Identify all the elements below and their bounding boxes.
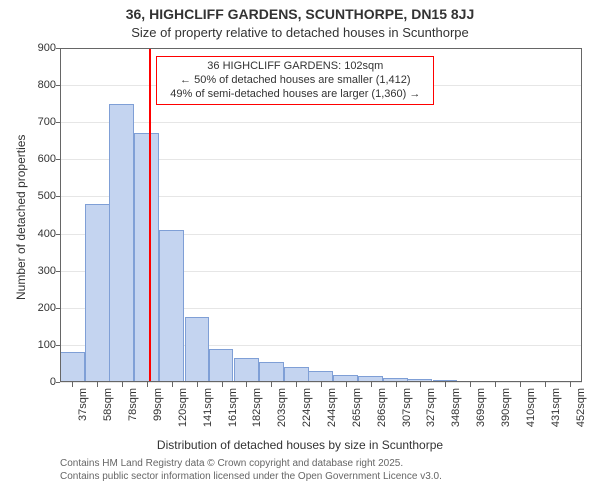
histogram-bar: [259, 362, 284, 382]
x-tick-mark: [346, 382, 347, 387]
x-tick-mark: [246, 382, 247, 387]
chart-container: { "title": { "line1": "36, HIGHCLIFF GAR…: [0, 0, 600, 500]
x-tick-label: 307sqm: [401, 388, 413, 438]
x-tick-label: 99sqm: [152, 388, 164, 438]
y-tick-label: 800: [38, 79, 56, 91]
x-tick-mark: [97, 382, 98, 387]
histogram-bar: [209, 349, 234, 382]
x-tick-mark: [445, 382, 446, 387]
x-tick-mark: [420, 382, 421, 387]
x-tick-mark: [172, 382, 173, 387]
y-tick-label: 600: [38, 153, 56, 165]
histogram-bar: [234, 358, 259, 382]
y-tick-label: 900: [38, 42, 56, 54]
histogram-bar: [134, 133, 159, 382]
histogram-bar: [185, 317, 210, 382]
x-tick-label: 224sqm: [301, 388, 313, 438]
x-tick-label: 244sqm: [326, 388, 338, 438]
histogram-bar: [284, 367, 309, 382]
x-tick-mark: [197, 382, 198, 387]
x-tick-label: 265sqm: [351, 388, 363, 438]
annotation-line: 49% of semi-detached houses are larger (…: [159, 88, 431, 102]
y-tick-labels: 0100200300400500600700800900: [0, 48, 60, 382]
attribution: Contains HM Land Registry data © Crown c…: [60, 458, 442, 483]
y-tick-label: 400: [38, 228, 56, 240]
x-tick-label: 390sqm: [500, 388, 512, 438]
x-tick-mark: [470, 382, 471, 387]
y-tick-label: 200: [38, 302, 56, 314]
x-tick-mark: [72, 382, 73, 387]
x-tick-mark: [271, 382, 272, 387]
chart-subtitle: Size of property relative to detached ho…: [0, 25, 600, 40]
x-tick-label: 327sqm: [425, 388, 437, 438]
x-tick-label: 78sqm: [127, 388, 139, 438]
histogram-bar: [159, 230, 184, 382]
x-tick-mark: [371, 382, 372, 387]
x-tick-label: 161sqm: [227, 388, 239, 438]
y-tick-label: 100: [38, 339, 56, 351]
x-tick-mark: [222, 382, 223, 387]
annotation-box: 36 HIGHCLIFF GARDENS: 102sqm← 50% of det…: [156, 56, 434, 105]
plot-border: [60, 48, 61, 382]
chart-title: 36, HIGHCLIFF GARDENS, SCUNTHORPE, DN15 …: [0, 6, 600, 22]
indicator-line: [149, 48, 151, 382]
x-tick-labels: 37sqm 58sqm 78sqm 99sqm 120sqm 141sqm 161sqm 18…: [60, 382, 582, 442]
x-tick-mark: [545, 382, 546, 387]
histogram-bar: [60, 352, 85, 382]
x-tick-label: 431sqm: [550, 388, 562, 438]
x-tick-label: 58sqm: [102, 388, 114, 438]
x-tick-label: 348sqm: [450, 388, 462, 438]
attribution-line-1: Contains HM Land Registry data © Crown c…: [60, 458, 442, 471]
plot-area: 36 HIGHCLIFF GARDENS: 102sqm← 50% of det…: [60, 48, 582, 382]
x-tick-label: 410sqm: [525, 388, 537, 438]
y-tick-label: 500: [38, 190, 56, 202]
y-tick-label: 700: [38, 116, 56, 128]
attribution-line-2: Contains public sector information licen…: [60, 471, 442, 484]
x-tick-mark: [396, 382, 397, 387]
x-tick-mark: [147, 382, 148, 387]
gridline: [60, 122, 582, 123]
y-tick-label: 300: [38, 265, 56, 277]
annotation-line: 36 HIGHCLIFF GARDENS: 102sqm: [159, 60, 431, 74]
x-tick-label: 203sqm: [276, 388, 288, 438]
plot-border: [581, 48, 582, 382]
x-tick-label: 369sqm: [475, 388, 487, 438]
x-tick-mark: [321, 382, 322, 387]
x-tick-mark: [570, 382, 571, 387]
x-tick-label: 182sqm: [251, 388, 263, 438]
x-tick-mark: [296, 382, 297, 387]
x-tick-mark: [122, 382, 123, 387]
x-tick-mark: [495, 382, 496, 387]
x-axis-title: Distribution of detached houses by size …: [0, 438, 600, 452]
histogram-bar: [85, 204, 110, 382]
plot-border: [60, 48, 582, 49]
histogram-bar: [109, 104, 134, 382]
x-tick-label: 286sqm: [376, 388, 388, 438]
x-tick-mark: [520, 382, 521, 387]
x-tick-label: 141sqm: [202, 388, 214, 438]
x-tick-label: 120sqm: [177, 388, 189, 438]
x-tick-label: 37sqm: [77, 388, 89, 438]
annotation-line: ← 50% of detached houses are smaller (1,…: [159, 74, 431, 88]
x-tick-label: 452sqm: [575, 388, 587, 438]
